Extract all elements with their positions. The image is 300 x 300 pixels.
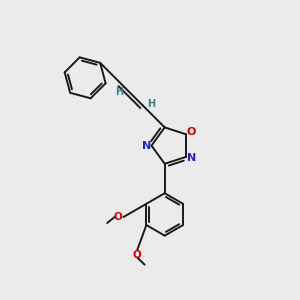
Text: H: H (147, 99, 155, 109)
Text: O: O (114, 212, 122, 222)
Text: N: N (187, 153, 196, 163)
Text: H: H (116, 87, 124, 97)
Text: N: N (142, 141, 151, 151)
Text: O: O (187, 127, 196, 137)
Text: O: O (133, 250, 142, 260)
